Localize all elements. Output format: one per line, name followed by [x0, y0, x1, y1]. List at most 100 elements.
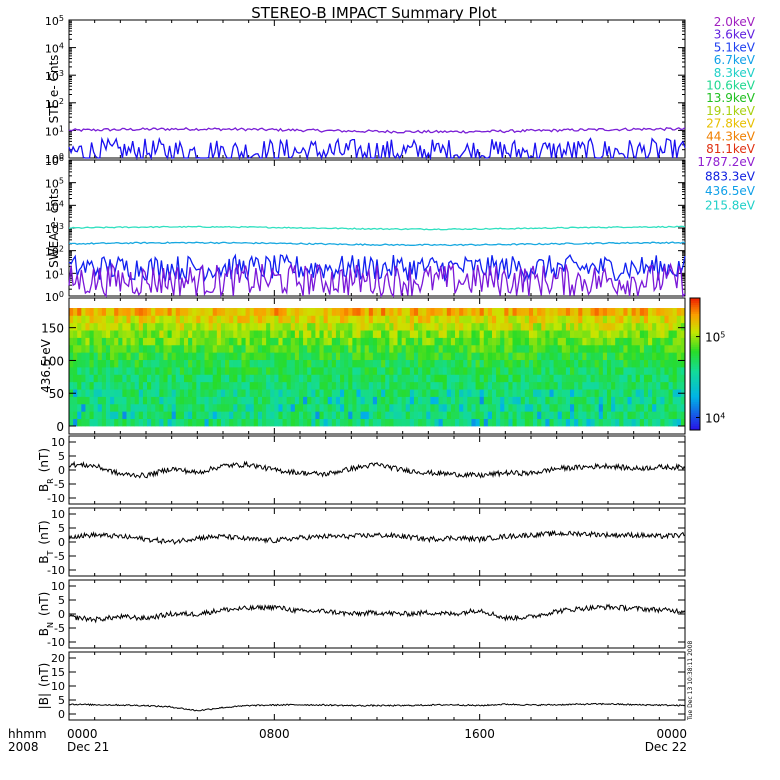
panel-pad-cell	[565, 315, 571, 324]
panel-pad-cell	[122, 389, 127, 397]
panel-pad-cell	[668, 330, 674, 338]
panel-pad-cell	[253, 337, 259, 346]
panel-pad-cell	[446, 411, 452, 420]
panel-pad-cell	[257, 374, 263, 383]
panel-pad-cell	[167, 381, 173, 390]
panel-pad-cell	[594, 411, 600, 420]
panel-pad-cell	[496, 367, 501, 375]
panel-pad-cell	[381, 396, 386, 405]
panel-pad-cell	[615, 359, 620, 368]
panel-pad-cell	[196, 396, 201, 405]
panel-pad-cell	[623, 352, 628, 361]
panel-pad-cell	[516, 337, 522, 346]
panel-pad-cell	[401, 315, 407, 324]
panel-pad-cell	[249, 308, 255, 316]
panel-pad-cell	[274, 359, 279, 368]
panel-pad-cell	[270, 359, 275, 368]
panel-pad-cell	[73, 403, 78, 412]
panel-pad-cell	[220, 396, 226, 405]
panel-pad-cell	[212, 374, 218, 383]
panel-pad-cell	[311, 322, 316, 331]
panel-pad-cell	[660, 389, 665, 397]
panel-pad-cell	[668, 374, 674, 383]
panel-pad-cell	[368, 322, 374, 331]
panel-pad-cell	[541, 367, 546, 375]
panel-pad-cell	[549, 374, 554, 383]
panel-pad-cell	[413, 315, 419, 324]
panel-pad-cell	[331, 315, 337, 324]
panel-pad-cell	[175, 322, 181, 331]
panel-pad-cell	[574, 315, 579, 324]
panel-pad-cell	[648, 330, 653, 338]
panel-pad-cell	[594, 308, 600, 316]
panel-pad-cell	[105, 396, 111, 405]
panel-pad-cell	[77, 389, 82, 397]
panel-pad-cell	[586, 374, 591, 383]
panel-pad-cell	[348, 418, 353, 427]
panel-pad-cell	[183, 315, 189, 324]
panel-pad-cell	[352, 337, 357, 346]
panel-pad-cell	[319, 322, 325, 331]
panel-pad-cell	[344, 411, 349, 420]
panel-pad-cell	[315, 344, 320, 353]
panel-pad-cell	[159, 308, 164, 316]
panel-pad-cell	[77, 411, 82, 420]
panel-pad-cell	[524, 389, 530, 397]
panel-pad-cell	[212, 322, 218, 331]
panel-pad-cell	[598, 389, 604, 397]
panel-pad-cell	[586, 396, 591, 405]
panel-pad-cell	[122, 359, 127, 368]
panel-pad-cell	[208, 322, 214, 331]
panel-pad-cell	[467, 352, 472, 361]
panel-pad-cell	[298, 344, 304, 353]
panel-pad-cell	[225, 330, 230, 338]
panel-pad-cell	[159, 374, 164, 383]
panel-pad-cell	[352, 411, 357, 420]
panel-pad-cell	[446, 344, 452, 353]
panel-pad-cell	[204, 330, 210, 338]
panel-pad-cell	[253, 396, 259, 405]
panel-pad-colorbar-cell	[690, 304, 700, 308]
panel-pad-cell	[89, 359, 95, 368]
panel-pad-cell	[434, 396, 439, 405]
panel-pad-cell	[323, 411, 329, 420]
panel-pad-cell	[270, 381, 275, 390]
panel-pad-cell	[175, 403, 181, 412]
panel-pad-cell	[664, 411, 669, 420]
panel-pad-cell	[81, 352, 86, 361]
panel-pad-cell	[450, 352, 456, 361]
panel-pad-cell	[331, 359, 337, 368]
panel-pad-cell	[496, 381, 501, 390]
panel-pad-cell	[385, 322, 390, 331]
panel-pad-cell	[196, 352, 201, 361]
panel-pad-cell	[266, 315, 271, 324]
panel-pad-cell	[413, 330, 419, 338]
panel-pad-cell	[549, 337, 554, 346]
panel-swea-series-1	[68, 241, 686, 247]
panel-pad-cell	[504, 352, 509, 361]
panel-pad-cell	[192, 322, 197, 331]
panel-pad-cell	[627, 381, 633, 390]
panel-pad-cell	[241, 359, 246, 368]
panel-pad-cell	[294, 396, 300, 405]
panel-pad-cell	[81, 344, 86, 353]
panel-pad-cell	[586, 344, 591, 353]
panel-pad-cell	[225, 396, 230, 405]
panel-pad-cell	[635, 359, 641, 368]
panel-pad-cell	[344, 389, 349, 397]
panel-pad-cell	[676, 322, 682, 331]
panel-pad-cell	[89, 396, 95, 405]
panel-pad-cell	[541, 359, 546, 368]
panel-pad-cell	[315, 403, 320, 412]
panel-pad-cell	[335, 411, 341, 420]
panel-pad-cell	[491, 374, 497, 383]
panel-pad-cell	[344, 381, 349, 390]
panel-pad-cell	[114, 396, 119, 405]
panel-pad-colorbar-cell	[690, 348, 700, 352]
panel-pad-cell	[171, 337, 177, 346]
panel-pad-cell	[643, 352, 649, 361]
panel-pad-cell	[623, 381, 628, 390]
panel-pad-cell	[294, 359, 300, 368]
panel-pad-cell	[163, 374, 168, 383]
panel-pad-cell	[233, 403, 238, 412]
